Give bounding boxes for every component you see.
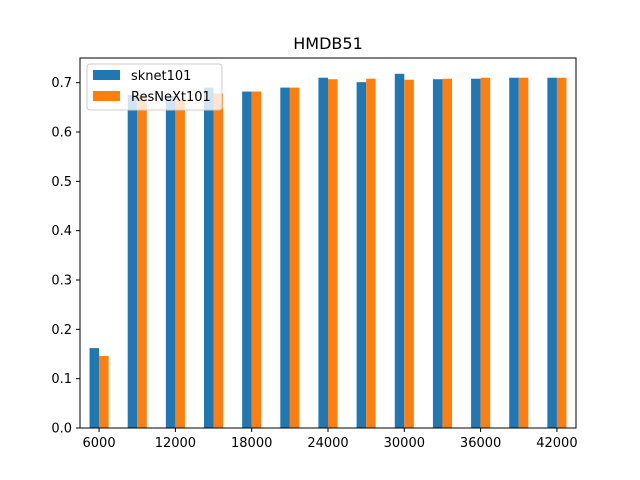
bar-ResNeXt101-39000 [518, 77, 529, 428]
bar-sknet101-21000 [280, 87, 290, 428]
y-tick-label: 0.0 [51, 422, 72, 437]
bar-ResNeXt101-21000 [289, 87, 300, 428]
bar-sknet101-9000 [127, 95, 138, 428]
bar-ResNeXt101-33000 [442, 78, 452, 428]
y-tick-label: 0.3 [51, 274, 72, 289]
x-tick-label: 24000 [307, 436, 348, 451]
y-axis: 0.0 0.1 0.2 0.3 0.4 0.5 0.6 0.7 [51, 76, 80, 437]
y-tick-label: 0.2 [51, 323, 72, 338]
bar-ResNeXt101-15000 [213, 93, 224, 429]
x-tick-label: 18000 [231, 436, 272, 451]
bar-sknet101-42000 [547, 77, 557, 428]
bar-ResNeXt101-30000 [404, 79, 414, 428]
bar-ResNeXt101-18000 [251, 91, 262, 429]
bar-sknet101-12000 [165, 95, 176, 428]
legend-box [86, 63, 223, 111]
bar-ResNeXt101-9000 [137, 95, 147, 428]
legend-label-sknet101: sknet101 [131, 69, 191, 84]
bar-ResNeXt101-24000 [328, 79, 338, 429]
bar-sknet101-39000 [509, 77, 519, 428]
bar-ResNeXt101-12000 [175, 98, 185, 428]
bar-ResNeXt101-36000 [480, 77, 491, 428]
legend-swatch-sknet101 [93, 70, 120, 80]
x-tick-label: 30000 [384, 436, 425, 451]
bar-sknet101-15000 [204, 87, 214, 428]
x-tick-label: 42000 [536, 436, 577, 451]
legend: sknet101 ResNeXt101 [86, 63, 223, 111]
y-tick-label: 0.7 [51, 76, 72, 91]
y-tick-label: 0.1 [51, 372, 72, 387]
bar-sknet101-18000 [242, 91, 252, 429]
bar-sknet101-6000 [89, 348, 100, 428]
x-tick-label: 36000 [460, 436, 501, 451]
y-tick-label: 0.4 [51, 224, 72, 239]
legend-swatch-ResNeXt101 [93, 91, 120, 101]
bar-ResNeXt101-42000 [556, 77, 567, 428]
bar-sknet101-30000 [394, 73, 405, 428]
x-axis: 6000 12000 18000 24000 30000 36000 42000 [83, 428, 578, 451]
bar-ResNeXt101-6000 [99, 355, 109, 428]
legend-label-ResNeXt101: ResNeXt101 [131, 90, 211, 105]
y-tick-label: 0.5 [51, 175, 72, 190]
chart-title: HMDB51 [293, 34, 363, 53]
x-tick-label: 6000 [83, 436, 116, 451]
bar-sknet101-24000 [318, 77, 328, 428]
bar-sknet101-36000 [471, 78, 481, 428]
bar-ResNeXt101-27000 [366, 78, 376, 428]
bar-sknet101-27000 [356, 82, 367, 428]
bars-layer [89, 73, 567, 429]
x-tick-label: 12000 [155, 436, 196, 451]
y-tick-label: 0.6 [51, 126, 72, 141]
plot-frame [79, 57, 577, 429]
bar-sknet101-33000 [432, 79, 443, 429]
